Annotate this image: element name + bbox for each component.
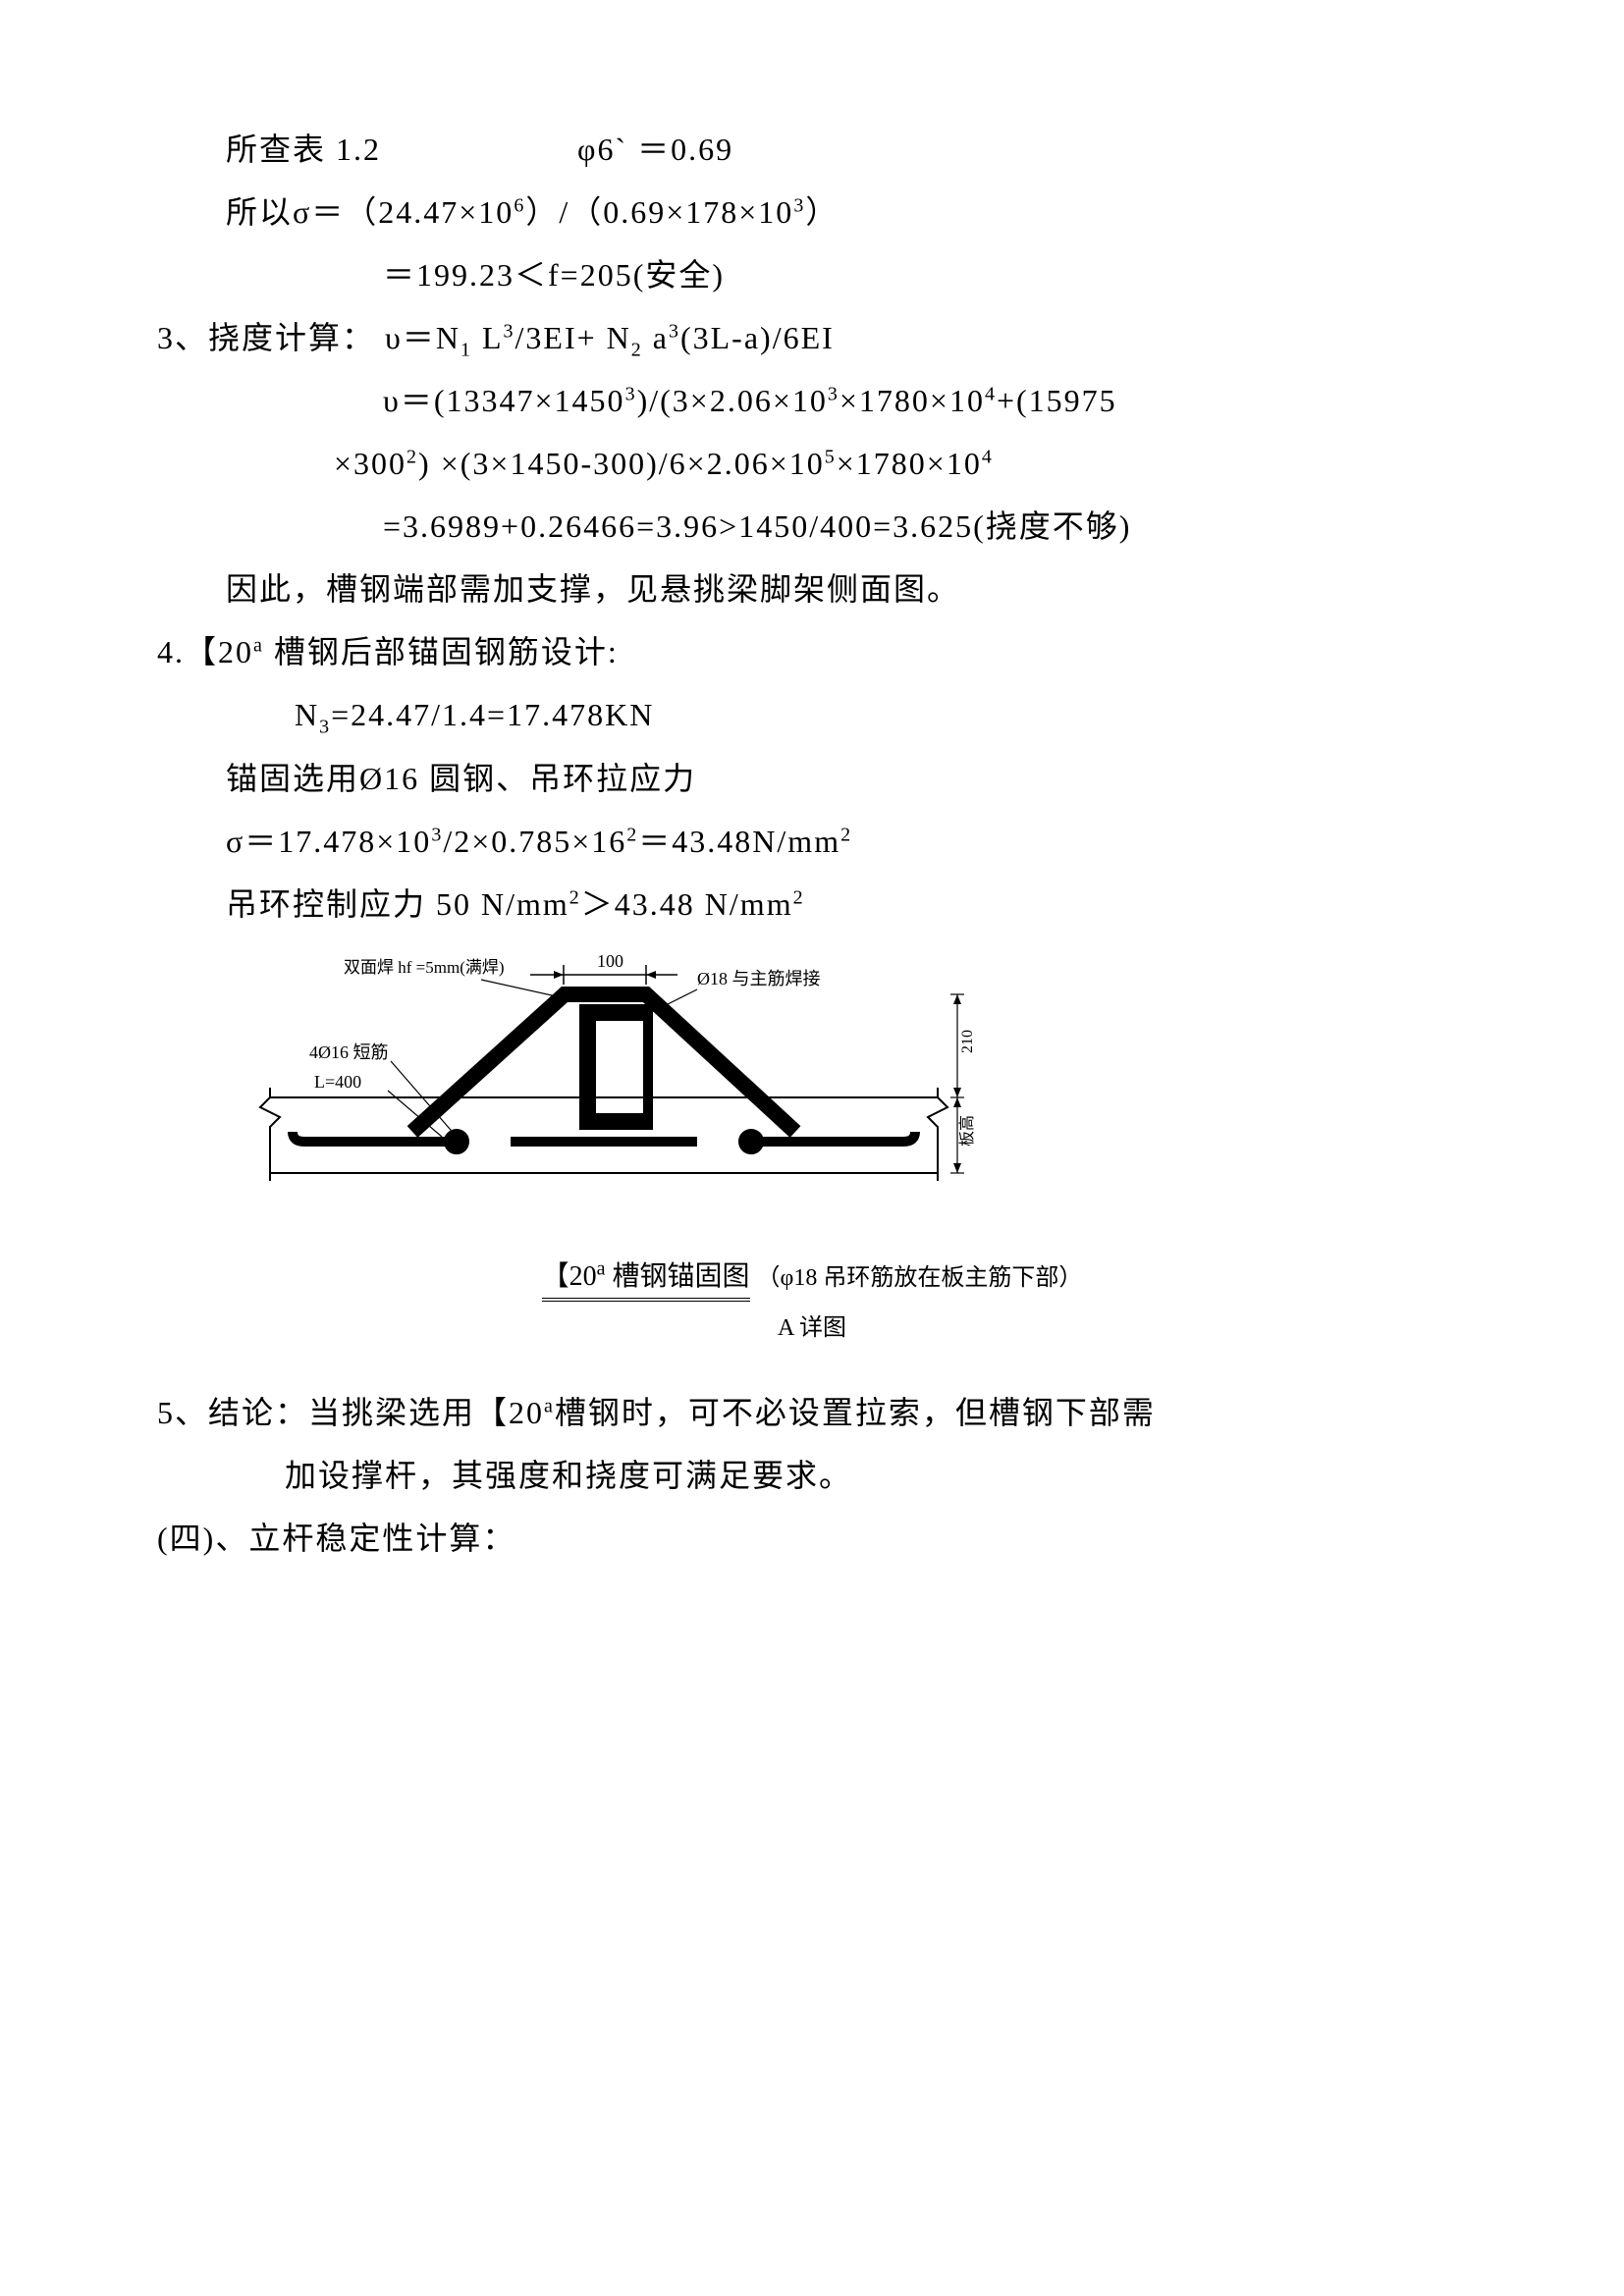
text: ＝199.23＜f=205(安全)	[383, 257, 725, 293]
calc-line-7: =3.6989+0.26466=3.96>1450/400=3.625(挠度不够…	[157, 495, 1467, 558]
sup: 2	[793, 886, 805, 908]
text: ×1780×10	[839, 383, 985, 418]
diagram-caption: 【20a 槽钢锚固图 （φ18 吊环筋放在板主筋下部） A 详图	[157, 1255, 1467, 1342]
sup: a	[544, 1395, 555, 1416]
label-4o16: 4Ø16 短筋	[309, 1042, 389, 1062]
text: 3、挠度计算： υ＝N	[157, 320, 460, 355]
sup: a	[597, 1257, 606, 1279]
calc-line-1: 所查表 1.2 φ6` ＝0.69	[157, 118, 1467, 181]
text: /3EI+ N	[515, 320, 631, 355]
channel-steel	[584, 1009, 648, 1125]
sup: 4	[982, 447, 994, 468]
sup: 6	[514, 194, 525, 216]
calc-line-12: σ＝17.478×103/2×0.785×162＝43.48N/mm2	[157, 810, 1467, 873]
text: 【20	[542, 1261, 597, 1292]
sup: a	[253, 635, 264, 657]
break-symbol-right	[928, 1088, 947, 1181]
text: =24.47/1.4=17.478KN	[331, 697, 654, 732]
text: ×1780×10	[837, 446, 982, 481]
text: 所以σ＝（24.47×10	[226, 194, 514, 230]
text: 因此，槽钢端部需加支撑，见悬挑梁脚架侧面图。	[226, 571, 960, 607]
text: 吊环控制应力 50 N/mm	[226, 886, 569, 922]
text: ×300	[334, 446, 406, 481]
text: ）	[805, 194, 839, 230]
short-rebar	[293, 1132, 915, 1149]
label-weld: 双面焊 hf =5mm(满焊)	[344, 958, 505, 977]
calc-line-16: (四)、立杆稳定性计算：	[157, 1507, 1467, 1570]
caption-note: （φ18 吊环筋放在板主筋下部）	[757, 1265, 1083, 1291]
calc-line-3: ＝199.23＜f=205(安全)	[157, 243, 1467, 306]
text: (四)、立杆稳定性计算：	[157, 1521, 515, 1556]
calc-line-6: ×3002) ×(3×1450-300)/6×2.06×105×1780×104	[157, 432, 1467, 495]
text: 槽钢锚固图	[606, 1261, 750, 1292]
sup: 2	[569, 886, 581, 908]
sup: 3	[431, 824, 443, 845]
text: 锚固选用Ø16 圆钢、吊环拉应力	[226, 761, 696, 796]
text: ＝43.48N/mm	[638, 824, 840, 859]
calc-line-9: 4.【20a 槽钢后部锚固钢筋设计:	[157, 620, 1467, 683]
sup: 2	[406, 447, 418, 468]
text: ＞43.48 N/mm	[581, 886, 793, 922]
text: φ6` ＝0.69	[577, 132, 733, 167]
text: ) ×(3×1450-300)/6×2.06×10	[418, 446, 825, 481]
dim-ban: 板高	[958, 1115, 976, 1147]
sub: 1	[460, 339, 472, 360]
sub: 2	[631, 339, 643, 360]
text: (3L-a)/6EI	[680, 320, 835, 355]
text: υ＝(13347×1450	[383, 383, 625, 418]
calc-line-2: 所以σ＝（24.47×106）/（0.69×178×103）	[157, 181, 1467, 243]
sup: 3	[504, 320, 515, 342]
text: 加设撑杆，其强度和挠度可满足要求。	[285, 1458, 852, 1493]
text: 所查表 1.2	[226, 132, 381, 167]
break-symbol-left	[260, 1088, 280, 1181]
dim-100: 100	[597, 951, 623, 971]
caption-sub: A 详图	[157, 1308, 1467, 1342]
text: σ＝17.478×10	[226, 824, 431, 859]
anchor-diagram: 100 双面焊 hf =5mm(满焊) Ø18 与主筋焊接	[216, 945, 1001, 1225]
text: L	[472, 320, 504, 355]
calc-line-10: N3=24.47/1.4=17.478KN	[157, 683, 1467, 746]
text: ）/（0.69×178×10	[525, 194, 793, 230]
text: 槽钢后部锚固钢筋设计:	[264, 634, 619, 669]
text: N	[295, 697, 319, 732]
text: +(15975	[997, 383, 1117, 418]
sup: 3	[625, 384, 637, 405]
label-o18: Ø18 与主筋焊接	[697, 969, 821, 988]
sup: 5	[825, 447, 837, 468]
label-l400: L=400	[314, 1072, 361, 1092]
text: /2×0.785×16	[443, 824, 626, 859]
sup: 4	[985, 384, 997, 405]
calc-line-14: 5、结论：当挑梁选用【20a槽钢时，可不必设置拉索，但槽钢下部需	[157, 1381, 1467, 1444]
sup: 3	[793, 194, 805, 216]
calc-line-11: 锚固选用Ø16 圆钢、吊环拉应力	[157, 747, 1467, 810]
text: 5、结论：当挑梁选用【20	[157, 1395, 544, 1430]
text: =3.6989+0.26466=3.96>1450/400=3.625(挠度不够…	[383, 508, 1131, 544]
calc-line-15: 加设撑杆，其强度和挠度可满足要求。	[157, 1444, 1467, 1507]
sup: 2	[840, 824, 852, 845]
calc-line-13: 吊环控制应力 50 N/mm2＞43.48 N/mm2	[157, 873, 1467, 935]
sup: 3	[669, 320, 680, 342]
sup: 3	[828, 384, 839, 405]
caption-title: 【20a 槽钢锚固图	[542, 1255, 750, 1302]
calc-line-8: 因此，槽钢端部需加支撑，见悬挑梁脚架侧面图。	[157, 558, 1467, 620]
sub: 3	[319, 717, 331, 738]
text: 4.【20	[157, 634, 253, 669]
text: a	[643, 320, 669, 355]
text: 槽钢时，可不必设置拉索，但槽钢下部需	[555, 1395, 1156, 1430]
text: )/(3×2.06×10	[637, 383, 828, 418]
diagram-svg: 100 双面焊 hf =5mm(满焊) Ø18 与主筋焊接	[216, 945, 1001, 1220]
sup: 2	[626, 824, 638, 845]
calc-line-5: υ＝(13347×14503)/(3×2.06×103×1780×104+(15…	[157, 369, 1467, 432]
calc-line-4: 3、挠度计算： υ＝N1 L3/3EI+ N2 a3(3L-a)/6EI	[157, 306, 1467, 369]
dim-210: 210	[959, 1030, 976, 1053]
